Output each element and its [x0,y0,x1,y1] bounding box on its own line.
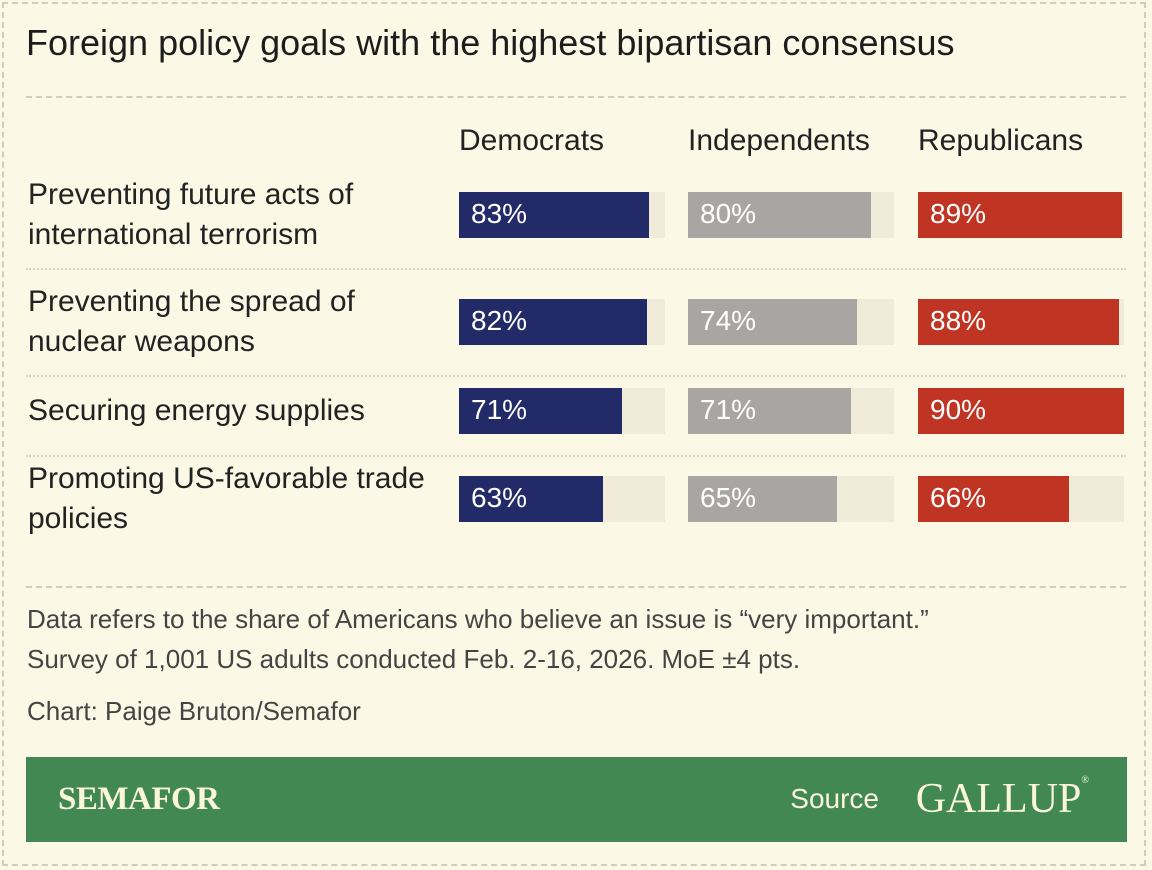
bar-track: 63% [459,476,665,522]
data-label: 83% [471,198,528,229]
bar-republicans [918,299,1120,345]
bar-track: 71% [459,388,665,434]
category-label-line: nuclear weapons [28,325,255,358]
data-label: 65% [700,482,757,513]
data-label: 63% [471,482,528,513]
row-separator [26,375,1126,377]
legend-independents: Independents [688,124,870,157]
legend-democrats: Democrats [459,124,605,157]
category-label-line: policies [28,502,129,535]
bar-track: 82% [459,299,665,345]
bar-track: 66% [918,476,1124,522]
data-label: 82% [471,305,528,336]
bar-republicans [918,476,1070,522]
divider [26,586,1126,588]
divider [26,96,1126,98]
category-label: Preventing future acts of international t… [28,175,448,255]
source-label: Source [790,783,879,814]
semafor-logo: SEMAFOR [58,781,220,817]
data-label: 71% [700,394,757,425]
bar-republicans [918,192,1122,238]
bar-track: 71% [688,388,894,434]
bar-track: 80% [688,192,894,238]
category-label-line: Preventing future acts of [28,178,354,211]
bar-democrats [459,192,649,238]
gallup-logo: GALLUP® [915,775,1089,822]
bar-democrats [459,476,604,522]
data-label: 66% [930,482,987,513]
bar-independents [688,388,851,434]
data-label: 90% [930,394,987,425]
legend-republicans: Republicans [918,124,1084,157]
bar-independents [688,192,872,238]
bar-track: 90% [918,388,1124,434]
bar-track: 89% [918,192,1124,238]
bar-track: 74% [688,299,894,345]
bar-republicans [918,388,1124,434]
category-label-line: Promoting US-favorable trade [28,462,425,495]
bar-democrats [459,299,647,345]
credit: Chart: Paige Bruton/Semafor [27,696,361,726]
data-label: 89% [930,198,987,229]
category-label: Securing energy supplies [28,391,448,431]
data-label: 88% [930,305,987,336]
footnote: Data refers to the share of Americans wh… [27,604,929,634]
category-label: Preventing the spread of nuclear weapons [28,282,448,362]
bar-track: 83% [459,192,665,238]
category-label: Promoting US-favorable trade policies [28,459,448,539]
bar-independents [688,476,837,522]
row-separator [26,268,1126,270]
footnote: Survey of 1,001 US adults conducted Feb.… [27,644,801,674]
bar-track: 65% [688,476,894,522]
category-label-line: Preventing the spread of [28,285,355,318]
data-label: 80% [700,198,757,229]
data-label: 74% [700,305,757,336]
data-label: 71% [471,394,528,425]
bar-independents [688,299,858,345]
bar-democrats [459,388,622,434]
footer-band: SEMAFOR Source GALLUP® [26,757,1127,842]
category-label-line: international terrorism [28,218,319,251]
chart-title: Foreign policy goals with the highest bi… [26,22,955,63]
category-label-line: Securing energy supplies [28,394,365,427]
bar-track: 88% [918,299,1124,345]
row-separator [26,455,1126,457]
